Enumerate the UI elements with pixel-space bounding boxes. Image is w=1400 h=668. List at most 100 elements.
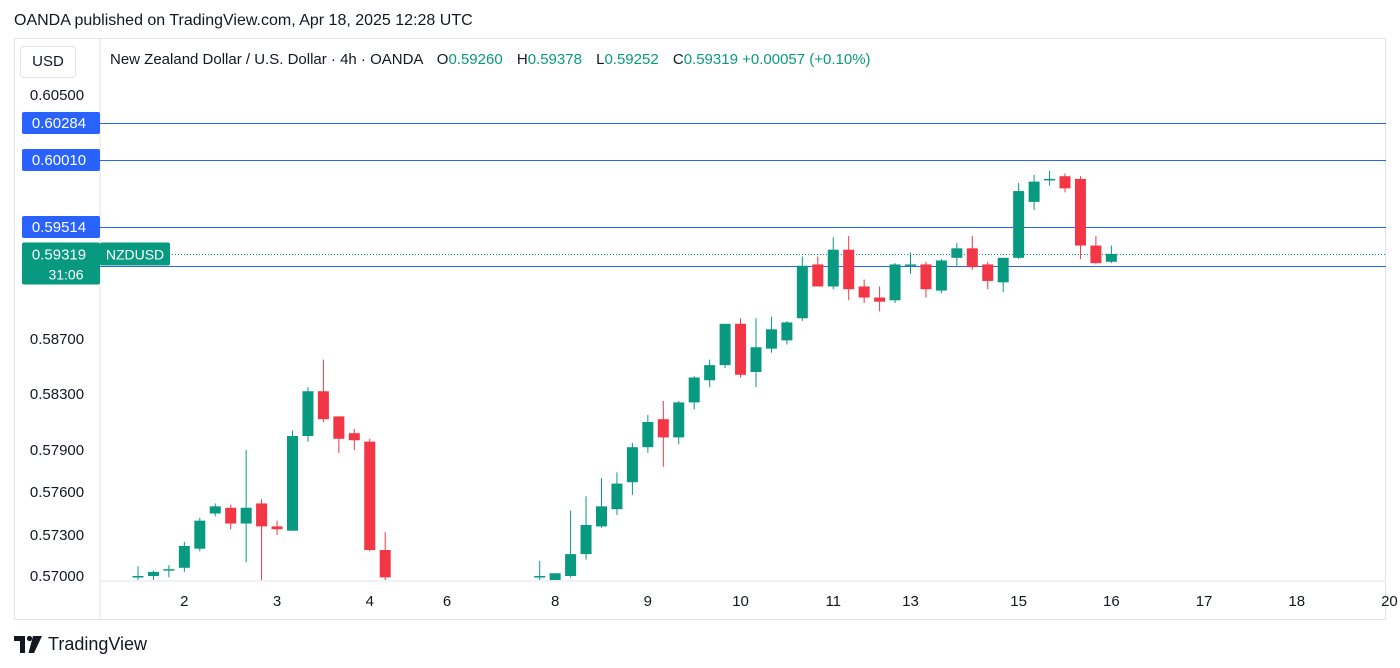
- candle: [750, 318, 762, 388]
- candle-body: [364, 441, 376, 551]
- candle-body: [642, 422, 654, 448]
- candle-body: [719, 323, 731, 366]
- symbol-tag-bg: [100, 242, 170, 266]
- candle-body: [935, 260, 947, 291]
- candle: [348, 429, 360, 450]
- candle: [688, 376, 700, 410]
- tradingview-wordmark: TradingView: [48, 633, 148, 654]
- candle-body: [966, 248, 978, 268]
- candles-group: [132, 170, 1117, 580]
- candle: [642, 415, 654, 453]
- footer-brand: TradingView: [14, 632, 147, 656]
- open-label: O: [436, 51, 449, 68]
- candle: [874, 286, 886, 312]
- candle-body: [812, 264, 824, 287]
- candle: [163, 565, 175, 578]
- candle-body: [271, 526, 283, 530]
- candle: [796, 256, 808, 322]
- candle: [704, 359, 716, 388]
- candle-body: [379, 550, 391, 578]
- candle-body: [905, 264, 916, 266]
- level-badge: 0.60284: [22, 112, 100, 134]
- candle: [302, 387, 314, 442]
- candle-body: [997, 257, 1009, 283]
- y-tick-label: 0.58700: [30, 331, 84, 348]
- candle: [225, 504, 237, 530]
- x-tick-label: 11: [825, 593, 841, 610]
- candle-body: [735, 323, 747, 375]
- last-price-badge: 0.59319 31:06 NZDUSD: [22, 242, 170, 285]
- candle: [256, 499, 268, 580]
- candle: [333, 416, 345, 453]
- candle: [240, 450, 252, 563]
- last-price-label: 0.59319: [32, 247, 86, 264]
- y-tick-label: 0.57900: [30, 442, 84, 459]
- candle-body: [858, 286, 870, 298]
- candle: [565, 510, 577, 578]
- published-caption: OANDA published on TradingView.com, Apr …: [14, 12, 473, 29]
- candle: [209, 503, 221, 517]
- x-tick-label: 8: [551, 593, 559, 610]
- candle: [596, 478, 607, 528]
- chart-frame: [14, 38, 1386, 620]
- x-tick-label: 15: [1010, 593, 1027, 610]
- candle: [317, 359, 329, 422]
- candle: [673, 401, 685, 445]
- countdown-label: 31:06: [48, 267, 83, 283]
- candle-body: [534, 576, 546, 578]
- candle: [549, 573, 561, 580]
- candle-body: [920, 264, 932, 290]
- candle-body: [225, 507, 237, 524]
- candle-body: [1074, 178, 1086, 246]
- level-badge: 0.59514: [22, 216, 100, 238]
- candle: [781, 321, 793, 345]
- level-badge: 0.60010: [22, 149, 100, 171]
- level-badge-bg: [22, 112, 100, 134]
- candle-body: [287, 436, 298, 531]
- candle: [580, 496, 592, 560]
- level-badge-label: 0.60010: [32, 152, 86, 169]
- candle: [951, 242, 963, 266]
- candle: [1105, 245, 1117, 264]
- candle-body: [765, 329, 777, 349]
- candle: [719, 323, 731, 368]
- candle: [966, 235, 978, 270]
- high-label: H: [516, 51, 528, 68]
- candle-body: [348, 433, 360, 441]
- level-badge-bg: [22, 149, 100, 171]
- last-price-badge-bg: [22, 242, 100, 285]
- currency-button[interactable]: USD: [20, 46, 76, 78]
- candle-body: [796, 265, 808, 319]
- candle-body: [132, 576, 144, 578]
- y-tick-label: 0.57600: [30, 484, 84, 501]
- low-value: 0.59252: [604, 51, 659, 68]
- candle-body: [704, 365, 716, 381]
- candle-body: [688, 377, 700, 403]
- candle-body: [256, 503, 268, 527]
- candle: [626, 443, 638, 495]
- candle: [1044, 170, 1056, 186]
- y-tick-label: 0.58300: [30, 386, 84, 403]
- symbol-tag-label: NZDUSD: [106, 247, 164, 263]
- candle-body: [565, 554, 577, 576]
- candle-body: [178, 545, 190, 568]
- candle: [657, 401, 669, 467]
- candle: [1074, 176, 1086, 260]
- x-tick-label: 18: [1288, 593, 1305, 610]
- candle: [364, 438, 376, 552]
- candle-body: [781, 322, 793, 341]
- x-tick-label: 20: [1381, 593, 1398, 610]
- candle: [1013, 182, 1025, 260]
- candle-body: [611, 483, 623, 510]
- candle-body: [1044, 178, 1056, 181]
- low-label: L: [596, 51, 605, 68]
- close-value: 0.59319: [683, 51, 738, 68]
- candle: [889, 263, 901, 304]
- candle: [194, 517, 206, 552]
- candle-body: [580, 524, 592, 555]
- level-badge-label: 0.60284: [32, 115, 86, 132]
- candle: [287, 430, 298, 531]
- symbol-legend: New Zealand Dollar / U.S. Dollar · 4h · …: [110, 51, 871, 68]
- candle-body: [333, 416, 345, 439]
